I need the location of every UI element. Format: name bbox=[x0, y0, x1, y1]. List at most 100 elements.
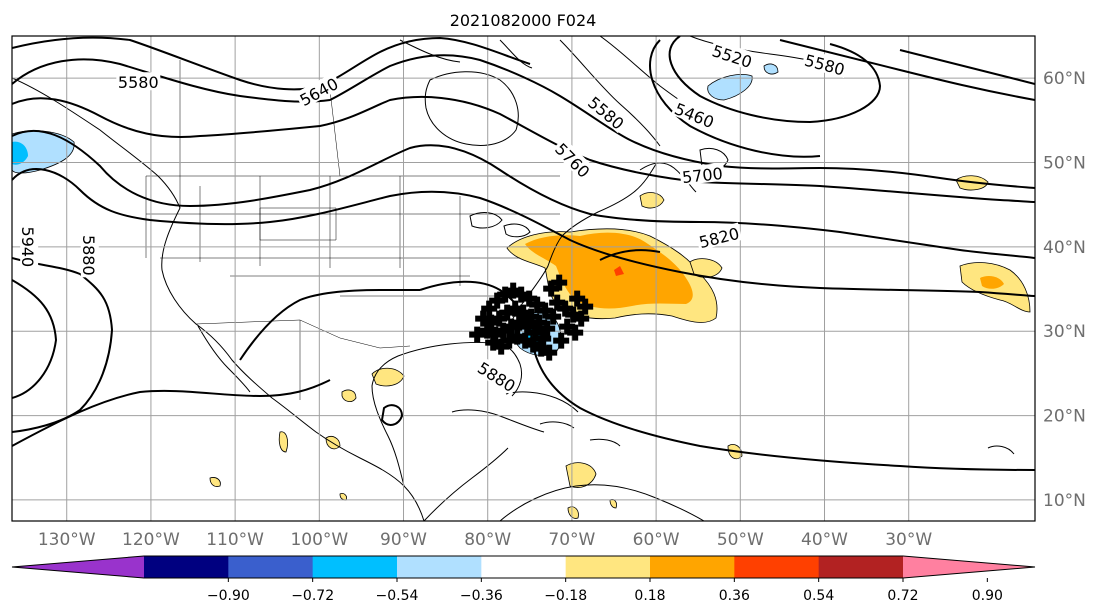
storm-plus-marker bbox=[509, 328, 526, 345]
storm-plus-marker bbox=[539, 320, 556, 337]
map-title: 2021082000 F024 bbox=[450, 11, 597, 30]
anomaly-area-positive-light bbox=[567, 506, 579, 519]
lon-tick-label: 50°W bbox=[717, 530, 764, 550]
colorbar-tick-label: −0.18 bbox=[544, 588, 587, 604]
storm-plus-marker bbox=[535, 330, 552, 347]
contour-label-background bbox=[679, 162, 726, 186]
lon-tick-label: 30°W bbox=[885, 530, 932, 550]
lon-tick-label: 130°W bbox=[38, 530, 96, 550]
contour-label: 5940 bbox=[18, 224, 39, 269]
storm-plus-marker bbox=[517, 332, 534, 349]
lon-tick-label: 40°W bbox=[801, 530, 848, 550]
storm-plus-marker bbox=[493, 338, 510, 355]
lon-tick-label: 80°W bbox=[464, 530, 511, 550]
contour-label-background bbox=[294, 72, 343, 110]
contour-label-background bbox=[551, 137, 596, 182]
colorbar-tick-label: 0.90 bbox=[972, 588, 1003, 604]
colorbar-segment bbox=[312, 556, 398, 578]
anomaly-area-negative-mid bbox=[12, 141, 28, 165]
lat-tick-label: 10°N bbox=[1043, 491, 1086, 511]
map-background bbox=[12, 36, 1035, 521]
storm-plus-marker bbox=[545, 308, 562, 325]
anomaly-area-positive-light bbox=[278, 431, 288, 453]
lat-tick-label: 50°N bbox=[1043, 154, 1086, 174]
colorbar-tick-label: 0.72 bbox=[887, 588, 918, 604]
storm-plus-marker bbox=[565, 306, 582, 323]
storm-plus-marker bbox=[475, 310, 492, 327]
graticule bbox=[12, 36, 1035, 521]
storm-plus-marker bbox=[569, 290, 586, 307]
anomaly-area-positive-light bbox=[565, 462, 597, 488]
colorbar-segment bbox=[565, 556, 651, 578]
contour-label-text: 5700 bbox=[681, 164, 723, 187]
storm-plus-marker bbox=[469, 326, 486, 343]
colorbar-outline bbox=[11, 555, 1036, 579]
contour-label: 5580 bbox=[116, 72, 161, 92]
storm-plus-marker bbox=[479, 322, 496, 339]
storm-plus-marker bbox=[523, 308, 540, 325]
storm-plus-marker bbox=[549, 294, 566, 311]
contour-label-background bbox=[695, 222, 743, 251]
anomaly-area-positive-light bbox=[209, 477, 221, 487]
storm-marker-cluster bbox=[469, 274, 594, 361]
storm-plus-marker bbox=[501, 332, 518, 349]
lat-tick-label: 60°N bbox=[1043, 69, 1086, 89]
colorbar-extend-low bbox=[12, 556, 144, 578]
contour-label-text: 5880 bbox=[79, 235, 98, 276]
storm-plus-marker bbox=[505, 282, 522, 299]
anomaly-area-negative-light bbox=[707, 74, 753, 101]
contour-label-background bbox=[801, 49, 849, 78]
storm-plus-marker bbox=[525, 336, 542, 353]
colorbar-segment bbox=[397, 556, 482, 578]
colorbar-tick-label: −0.36 bbox=[460, 588, 503, 604]
contour-label-background bbox=[670, 97, 719, 131]
colorbar-extend-high bbox=[903, 556, 1035, 578]
storm-plus-marker bbox=[557, 300, 574, 317]
height-contours bbox=[12, 36, 1035, 471]
storm-plus-marker bbox=[513, 286, 530, 303]
contour-label-background bbox=[708, 39, 757, 71]
storm-plus-marker bbox=[491, 310, 508, 327]
colorbar-tick-label: 0.18 bbox=[634, 588, 665, 604]
contour-label-background bbox=[473, 356, 521, 396]
lat-tick-label: 40°N bbox=[1043, 238, 1086, 258]
contour-label-background bbox=[584, 91, 630, 134]
storm-plus-marker bbox=[521, 290, 538, 307]
contour-label: 5700 bbox=[679, 162, 726, 187]
contour-label-text: 5580 bbox=[118, 73, 159, 92]
colorbar-segment bbox=[734, 556, 820, 578]
storm-plus-marker bbox=[497, 286, 514, 303]
anomaly-area-positive-mid bbox=[980, 276, 1004, 289]
colorbar-segment bbox=[650, 556, 735, 578]
storm-plus-marker bbox=[499, 304, 516, 321]
anomaly-area-positive-light bbox=[341, 389, 357, 402]
storm-plus-marker bbox=[531, 314, 548, 331]
colorbar-tick-label: −0.72 bbox=[291, 588, 334, 604]
latitude-labels: 60°N 50°N 40°N 30°N 20°N 10°N bbox=[1043, 69, 1086, 511]
colorbar-tick-label: −0.90 bbox=[207, 588, 250, 604]
storm-plus-marker bbox=[485, 334, 502, 351]
colorbar-tick-label: 0.54 bbox=[803, 588, 834, 604]
lat-tick-label: 30°N bbox=[1043, 322, 1086, 342]
storm-plus-marker bbox=[553, 332, 570, 349]
colorbar-tick-label: −0.54 bbox=[376, 588, 419, 604]
colorbar-tick-label: 0.36 bbox=[719, 588, 750, 604]
storm-plus-marker bbox=[481, 300, 498, 317]
storm-plus-marker bbox=[519, 318, 536, 335]
political-borders bbox=[145, 60, 560, 400]
colorbar-segment bbox=[228, 556, 314, 578]
storm-plus-marker bbox=[489, 292, 506, 309]
storm-plus-marker bbox=[559, 318, 576, 335]
anomaly-area-positive-light bbox=[639, 192, 665, 209]
storm-plus-marker bbox=[567, 324, 584, 341]
storm-plus-marker bbox=[551, 274, 568, 291]
lat-tick-label: 20°N bbox=[1043, 407, 1086, 427]
contour-label: 5880 bbox=[79, 233, 99, 278]
storm-plus-marker bbox=[527, 324, 544, 341]
storm-plus-marker bbox=[511, 314, 528, 331]
storm-plus-marker bbox=[507, 300, 524, 317]
contour-label-background bbox=[116, 72, 161, 91]
storm-plus-marker bbox=[483, 314, 500, 331]
